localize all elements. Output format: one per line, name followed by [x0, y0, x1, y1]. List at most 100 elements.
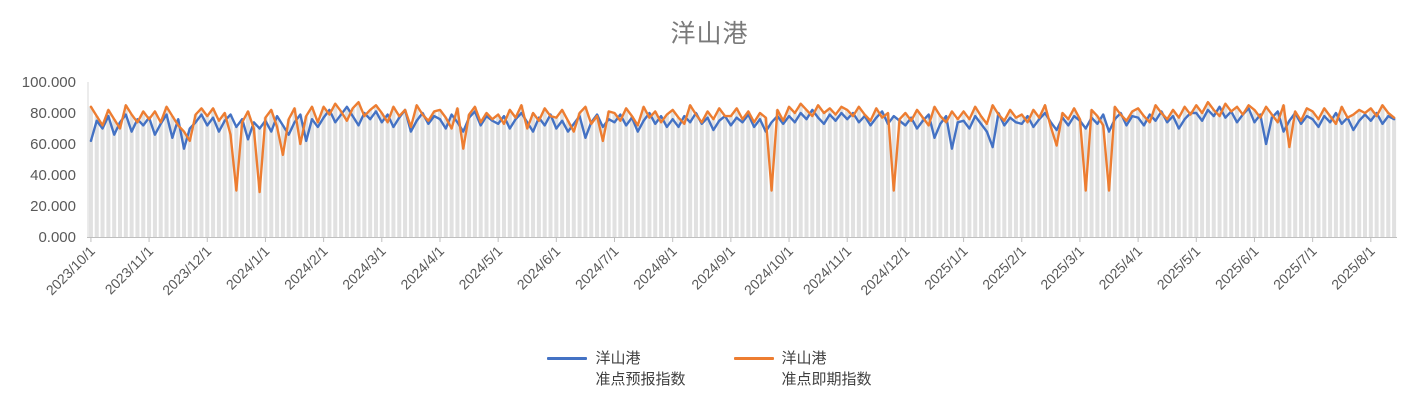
- drop-bar: [327, 109, 332, 237]
- drop-bar: [379, 113, 384, 237]
- drop-bar: [507, 109, 512, 237]
- drop-bar: [344, 106, 349, 237]
- drop-bar: [542, 108, 547, 237]
- legend-line-swatch-spot-icon: [733, 357, 774, 360]
- drop-bar: [600, 126, 605, 237]
- drop-bar: [693, 113, 698, 237]
- drop-bar: [932, 106, 937, 237]
- drop-bar: [1031, 109, 1036, 237]
- x-axis-tick-label: 2025/1/1: [921, 243, 971, 293]
- drop-bar: [804, 109, 809, 237]
- drop-bar: [414, 105, 419, 237]
- drop-bar: [792, 113, 797, 237]
- drop-bar: [176, 119, 181, 237]
- drop-bar: [752, 122, 757, 237]
- drop-bar: [1112, 106, 1117, 237]
- legend-label-forecast: 洋山港 准点预报指数: [595, 348, 685, 390]
- drop-bar: [787, 106, 792, 237]
- legend-item-spot: 洋山港 准点即期指数: [733, 348, 872, 390]
- legend-label-forecast-line1: 洋山港: [595, 350, 641, 367]
- drop-bar: [1147, 114, 1152, 237]
- drop-bar: [251, 122, 256, 237]
- drop-bar: [856, 106, 861, 237]
- drop-bar: [635, 125, 640, 237]
- drop-bar: [1159, 111, 1164, 237]
- drop-bar: [1240, 114, 1245, 237]
- drop-bar: [728, 116, 733, 237]
- drop-bar: [1299, 120, 1304, 237]
- drop-bar: [1048, 122, 1053, 237]
- drop-bar: [851, 113, 856, 237]
- drop-bar: [1060, 113, 1065, 237]
- spot-index-line: [89, 100, 1396, 194]
- x-axis-tick-label: 2023/12/1: [159, 243, 215, 299]
- x-axis-tick-label: 2025/5/1: [1154, 243, 1204, 293]
- legend-label-forecast-line2: 准点预报指数: [595, 371, 686, 388]
- drop-bar: [333, 103, 338, 237]
- drop-bar: [1281, 105, 1286, 237]
- y-axis-labels: 0.000 20.000 40.000 60.000 80.000 100.000: [22, 74, 76, 246]
- drop-bar: [641, 106, 646, 237]
- x-axis-tick-label: 2024/4/1: [397, 243, 447, 293]
- drop-bar: [1345, 117, 1350, 237]
- drop-bar: [309, 106, 314, 237]
- drop-bar: [269, 109, 274, 237]
- drop-bar: [525, 122, 530, 237]
- drop-bar: [263, 117, 268, 237]
- x-axis-tick-label: 2023/10/1: [43, 243, 99, 299]
- x-axis-tick-label: 2024/3/1: [339, 243, 389, 293]
- drop-bar: [519, 105, 524, 237]
- drop-bar: [315, 122, 320, 237]
- drop-bar: [123, 105, 128, 237]
- drop-bar: [147, 117, 152, 237]
- x-axis-tick-label: 2025/8/1: [1328, 243, 1378, 293]
- drop-bar: [647, 113, 652, 237]
- drop-bar: [571, 123, 576, 237]
- drop-bar: [1368, 108, 1373, 237]
- drop-bar: [1333, 113, 1338, 237]
- drop-bar: [577, 113, 582, 237]
- drop-bar: [961, 111, 966, 237]
- drop-bar: [1008, 109, 1013, 237]
- drop-bar: [531, 113, 536, 237]
- forecast-index-line: [89, 105, 1396, 150]
- drop-bar: [606, 111, 611, 237]
- drop-bar: [903, 113, 908, 237]
- drop-bar: [135, 119, 140, 237]
- drop-bar: [821, 113, 826, 237]
- x-axis-tick-label: 2023/11/1: [102, 243, 157, 298]
- drop-bar: [1002, 120, 1007, 237]
- drop-bar: [949, 111, 954, 237]
- drop-bar: [426, 120, 431, 237]
- drop-bar: [944, 116, 949, 237]
- drop-bar: [565, 120, 570, 237]
- drop-bar: [1328, 116, 1333, 237]
- drop-bar: [339, 111, 344, 237]
- drop-bar: [798, 103, 803, 237]
- drop-bar: [589, 122, 594, 237]
- drop-bar: [141, 111, 146, 237]
- drop-bar: [938, 116, 943, 237]
- drop-bar: [1171, 109, 1176, 237]
- drop-bar: [280, 125, 285, 237]
- drop-bar: [1200, 113, 1205, 237]
- drop-bar: [810, 109, 815, 237]
- drop-bar: [624, 108, 629, 237]
- drop-bar: [688, 105, 693, 237]
- drop-bar: [868, 120, 873, 237]
- drop-bar: [554, 117, 559, 237]
- drop-bar: [1316, 119, 1321, 237]
- drop-bar: [211, 108, 216, 237]
- drop-bar: [106, 109, 111, 237]
- x-axis-tick-label: 2024/10/1: [741, 243, 797, 299]
- drop-bar: [304, 116, 309, 237]
- drop-bar: [734, 108, 739, 237]
- drop-bar: [1357, 109, 1362, 237]
- drop-bar: [391, 106, 396, 237]
- drop-bar: [1077, 119, 1082, 237]
- drop-bar: [973, 106, 978, 237]
- drop-bar: [240, 119, 245, 237]
- drop-bar: [1124, 120, 1129, 237]
- y-axis-tick-label: 60.000: [30, 136, 76, 153]
